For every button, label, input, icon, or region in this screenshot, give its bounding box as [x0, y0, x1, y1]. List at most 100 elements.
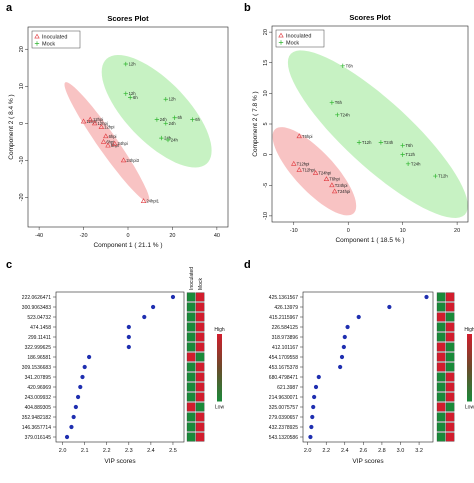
point-label: T6h: [405, 143, 413, 148]
heatmap-cell: [186, 422, 196, 432]
vip-point: [310, 414, 315, 420]
x-tick-label: 0: [126, 233, 129, 239]
feature-label: 222.0626471: [22, 295, 51, 301]
confidence-ellipses: [64, 55, 212, 202]
legend-marker: [34, 41, 40, 46]
point-label: 24h: [160, 117, 168, 122]
heatmap-cell: [445, 352, 455, 362]
x-tick-label: 3.0: [397, 448, 405, 454]
point-label: 12hpi: [104, 125, 114, 130]
x-tick-label: -40: [35, 233, 43, 239]
point-label: T24hpi: [337, 189, 350, 194]
point-label: T6h: [335, 100, 343, 105]
legend-marker: [278, 32, 284, 38]
data-point: [98, 124, 105, 129]
vip-point: [126, 324, 131, 330]
point-label: 12h: [129, 62, 137, 67]
x-axis-label: VIP scores: [352, 458, 384, 465]
point-label: T24hpi: [335, 183, 348, 188]
heatmap-cell: [195, 302, 205, 312]
heatmap-cell: [445, 382, 455, 392]
data-point: [329, 182, 335, 188]
data-point: [378, 140, 384, 145]
heatmap-cell: [195, 292, 205, 302]
data-point: [80, 118, 87, 124]
vip-point: [338, 364, 343, 370]
vip-plot-d: 2.0 2.2 2.4 2.6 2.8 3.0 3.2 VIP scores 425.13615…: [269, 291, 474, 465]
heatmap-cell: [195, 372, 205, 382]
feature-label: 543.1320586: [269, 435, 298, 441]
heatmap-cell: [195, 412, 205, 422]
legend-box: [31, 30, 81, 49]
feature-label: 412.101167: [272, 345, 298, 351]
heatmap-cell: [436, 322, 446, 332]
heatmap-cell: [195, 392, 205, 402]
data-point: [105, 142, 111, 148]
heatmap-cell: [436, 292, 446, 302]
data-point: [190, 117, 195, 122]
chart-title: Scores Plot: [107, 14, 149, 23]
point-label: T24h: [384, 140, 394, 145]
feature-label: 214.9630071: [269, 395, 298, 401]
x-tick-label: 10: [400, 228, 406, 234]
point-label: 12hpi: [97, 121, 107, 126]
data-point: [356, 140, 362, 145]
data-point: [111, 140, 118, 146]
point-label: T24h: [340, 112, 350, 117]
legend-box: [275, 29, 325, 48]
feature-label: 523.04732: [27, 315, 51, 321]
data-point: [335, 112, 340, 118]
heatmap-header: Inoculated: [189, 267, 195, 290]
heatmap-cell: [195, 312, 205, 322]
feature-label: 352.9482182: [22, 415, 51, 421]
legend-label: Mock: [42, 42, 55, 48]
feature-label: 425.1361567: [269, 295, 298, 301]
x-tick-label: -20: [80, 233, 88, 239]
point-label: 24hpi3: [126, 158, 139, 163]
data-point: [433, 173, 438, 179]
y-tick-label: 0: [19, 122, 25, 125]
data-point: [159, 135, 164, 141]
vip-point: [126, 344, 131, 350]
ellipse-mock: [287, 50, 468, 219]
vip-point: [64, 434, 70, 440]
feature-label: 146.3657714: [22, 425, 51, 431]
heatmap-cell: [195, 362, 205, 372]
panel-letter-b: b: [244, 2, 251, 14]
y-axis-label: Component 2 ( 8.4 % ): [8, 94, 15, 159]
feature-label: 420.96969: [27, 385, 51, 391]
feature-label: 454.1709558: [269, 355, 298, 361]
x-tick-label: 20: [454, 228, 460, 234]
feature-label: 341.207895: [25, 375, 52, 381]
heatmap-cell: [445, 412, 455, 422]
x-tick-label: 40: [214, 233, 220, 239]
vip-point: [309, 424, 314, 430]
vip-point: [339, 354, 345, 360]
vip-point: [311, 404, 316, 410]
data-point: [91, 120, 98, 126]
color-scale-low: Low: [465, 405, 474, 411]
point-label: T6hpi: [302, 134, 313, 139]
feature-label: 186.96581: [27, 355, 51, 361]
data-point: [163, 121, 168, 126]
heatmap-cell: [436, 412, 446, 422]
legend-marker: [34, 33, 40, 39]
point-label: 24h: [169, 121, 177, 126]
x-axis-label: Component 1 ( 21.1 % ): [93, 242, 162, 249]
heatmap-cell: [195, 402, 205, 412]
data-point: [172, 115, 177, 120]
heatmap-cell: [186, 372, 196, 382]
point-label: 12h: [169, 97, 177, 102]
heatmap-cell: [186, 332, 196, 342]
y-tick-label: -20: [19, 193, 25, 201]
ellipse-mock: [101, 55, 212, 168]
plot-frame: [55, 291, 185, 443]
x-tick-label: 2.4: [341, 448, 349, 454]
heatmap-cell: [445, 312, 455, 322]
feature-label: 432.2378925: [269, 425, 298, 431]
heatmap-cell: [186, 362, 196, 372]
panel-letter-c: c: [6, 259, 12, 271]
x-tick-label: 2.0: [304, 448, 312, 454]
data-point: [329, 100, 335, 105]
